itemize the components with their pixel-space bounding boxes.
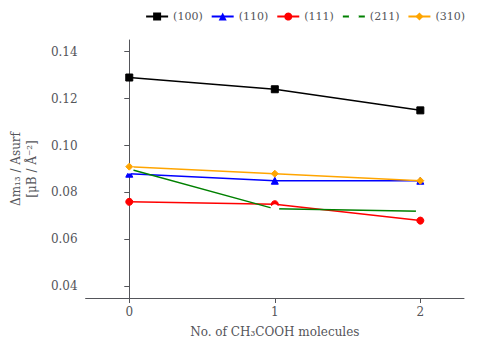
svg-text:0.08: 0.08 bbox=[51, 185, 78, 199]
svg-text:(310): (310) bbox=[435, 10, 465, 23]
svg-text:2: 2 bbox=[417, 305, 425, 319]
svg-text:0.04: 0.04 bbox=[51, 279, 78, 293]
svg-text:0.06: 0.06 bbox=[51, 232, 78, 246]
svg-text:0.10: 0.10 bbox=[51, 139, 78, 153]
svg-text:0.12: 0.12 bbox=[51, 92, 78, 106]
svg-text:Δm₁₃ / Asurf: Δm₁₃ / Asurf bbox=[9, 130, 23, 206]
svg-text:(110): (110) bbox=[239, 10, 269, 23]
svg-text:0.14: 0.14 bbox=[51, 45, 78, 59]
svg-text:[μB / Å⁻²]: [μB / Å⁻²] bbox=[24, 140, 39, 197]
svg-text:(111): (111) bbox=[304, 10, 334, 23]
svg-text:1: 1 bbox=[271, 305, 279, 319]
svg-text:(211): (211) bbox=[370, 10, 400, 23]
svg-text:(100): (100) bbox=[173, 10, 203, 23]
svg-text:No. of CH₃COOH molecules: No. of CH₃COOH molecules bbox=[190, 325, 359, 339]
svg-text:0: 0 bbox=[125, 305, 133, 319]
